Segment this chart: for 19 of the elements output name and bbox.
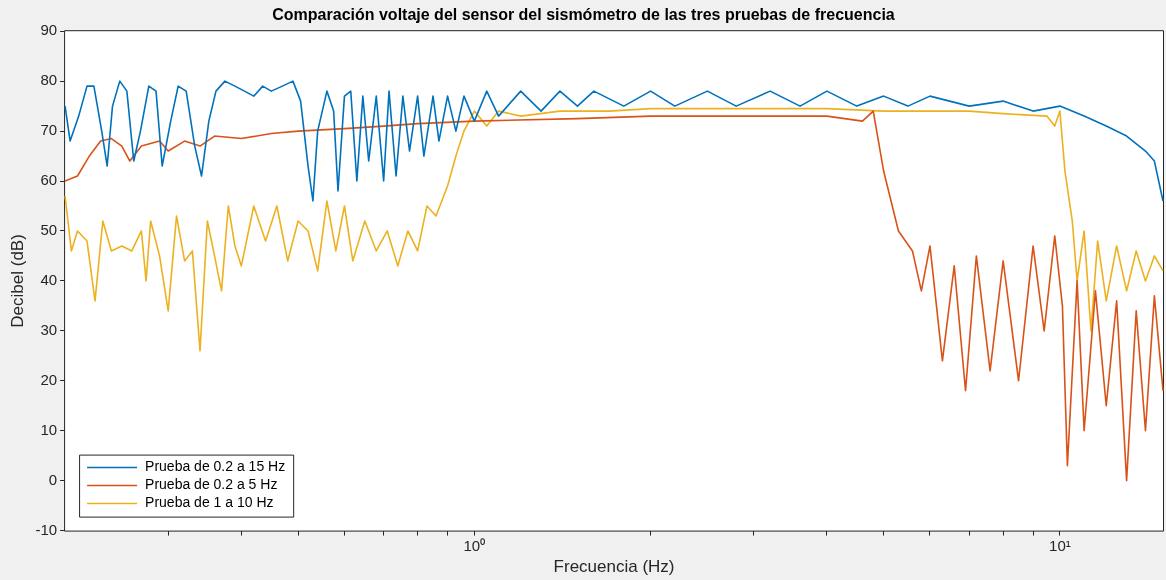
y-tick-label: 10 [40,420,58,438]
x-tick-label: 10¹ [1049,536,1071,554]
x-axis-title: Frecuencia (Hz) [553,557,675,577]
legend-label: Prueba de 1 a 10 Hz [145,494,274,511]
y-tick-label: 60 [40,171,58,189]
y-axis-title: Decibel (dB) [7,234,27,328]
legend-label: Prueba de 0.2 a 5 Hz [145,476,278,493]
legend-label: Prueba de 0.2 a 15 Hz [145,458,286,475]
x-tick-label: 10⁰ [463,536,486,554]
y-tick-label: 0 [48,470,58,488]
y-tick-label: 40 [40,271,58,289]
y-tick-label: 50 [40,221,58,239]
y-tick-label: 80 [40,71,58,89]
y-tick-label: 70 [40,121,58,139]
y-tick-label: 90 [40,21,58,39]
y-tick-label: -10 [35,520,58,538]
y-tick-label: 20 [40,370,58,388]
chart-title: Comparación voltaje del sensor del sismómetro de las tres pruebas de frecuencia [272,6,895,24]
y-tick-label: 30 [40,320,58,338]
